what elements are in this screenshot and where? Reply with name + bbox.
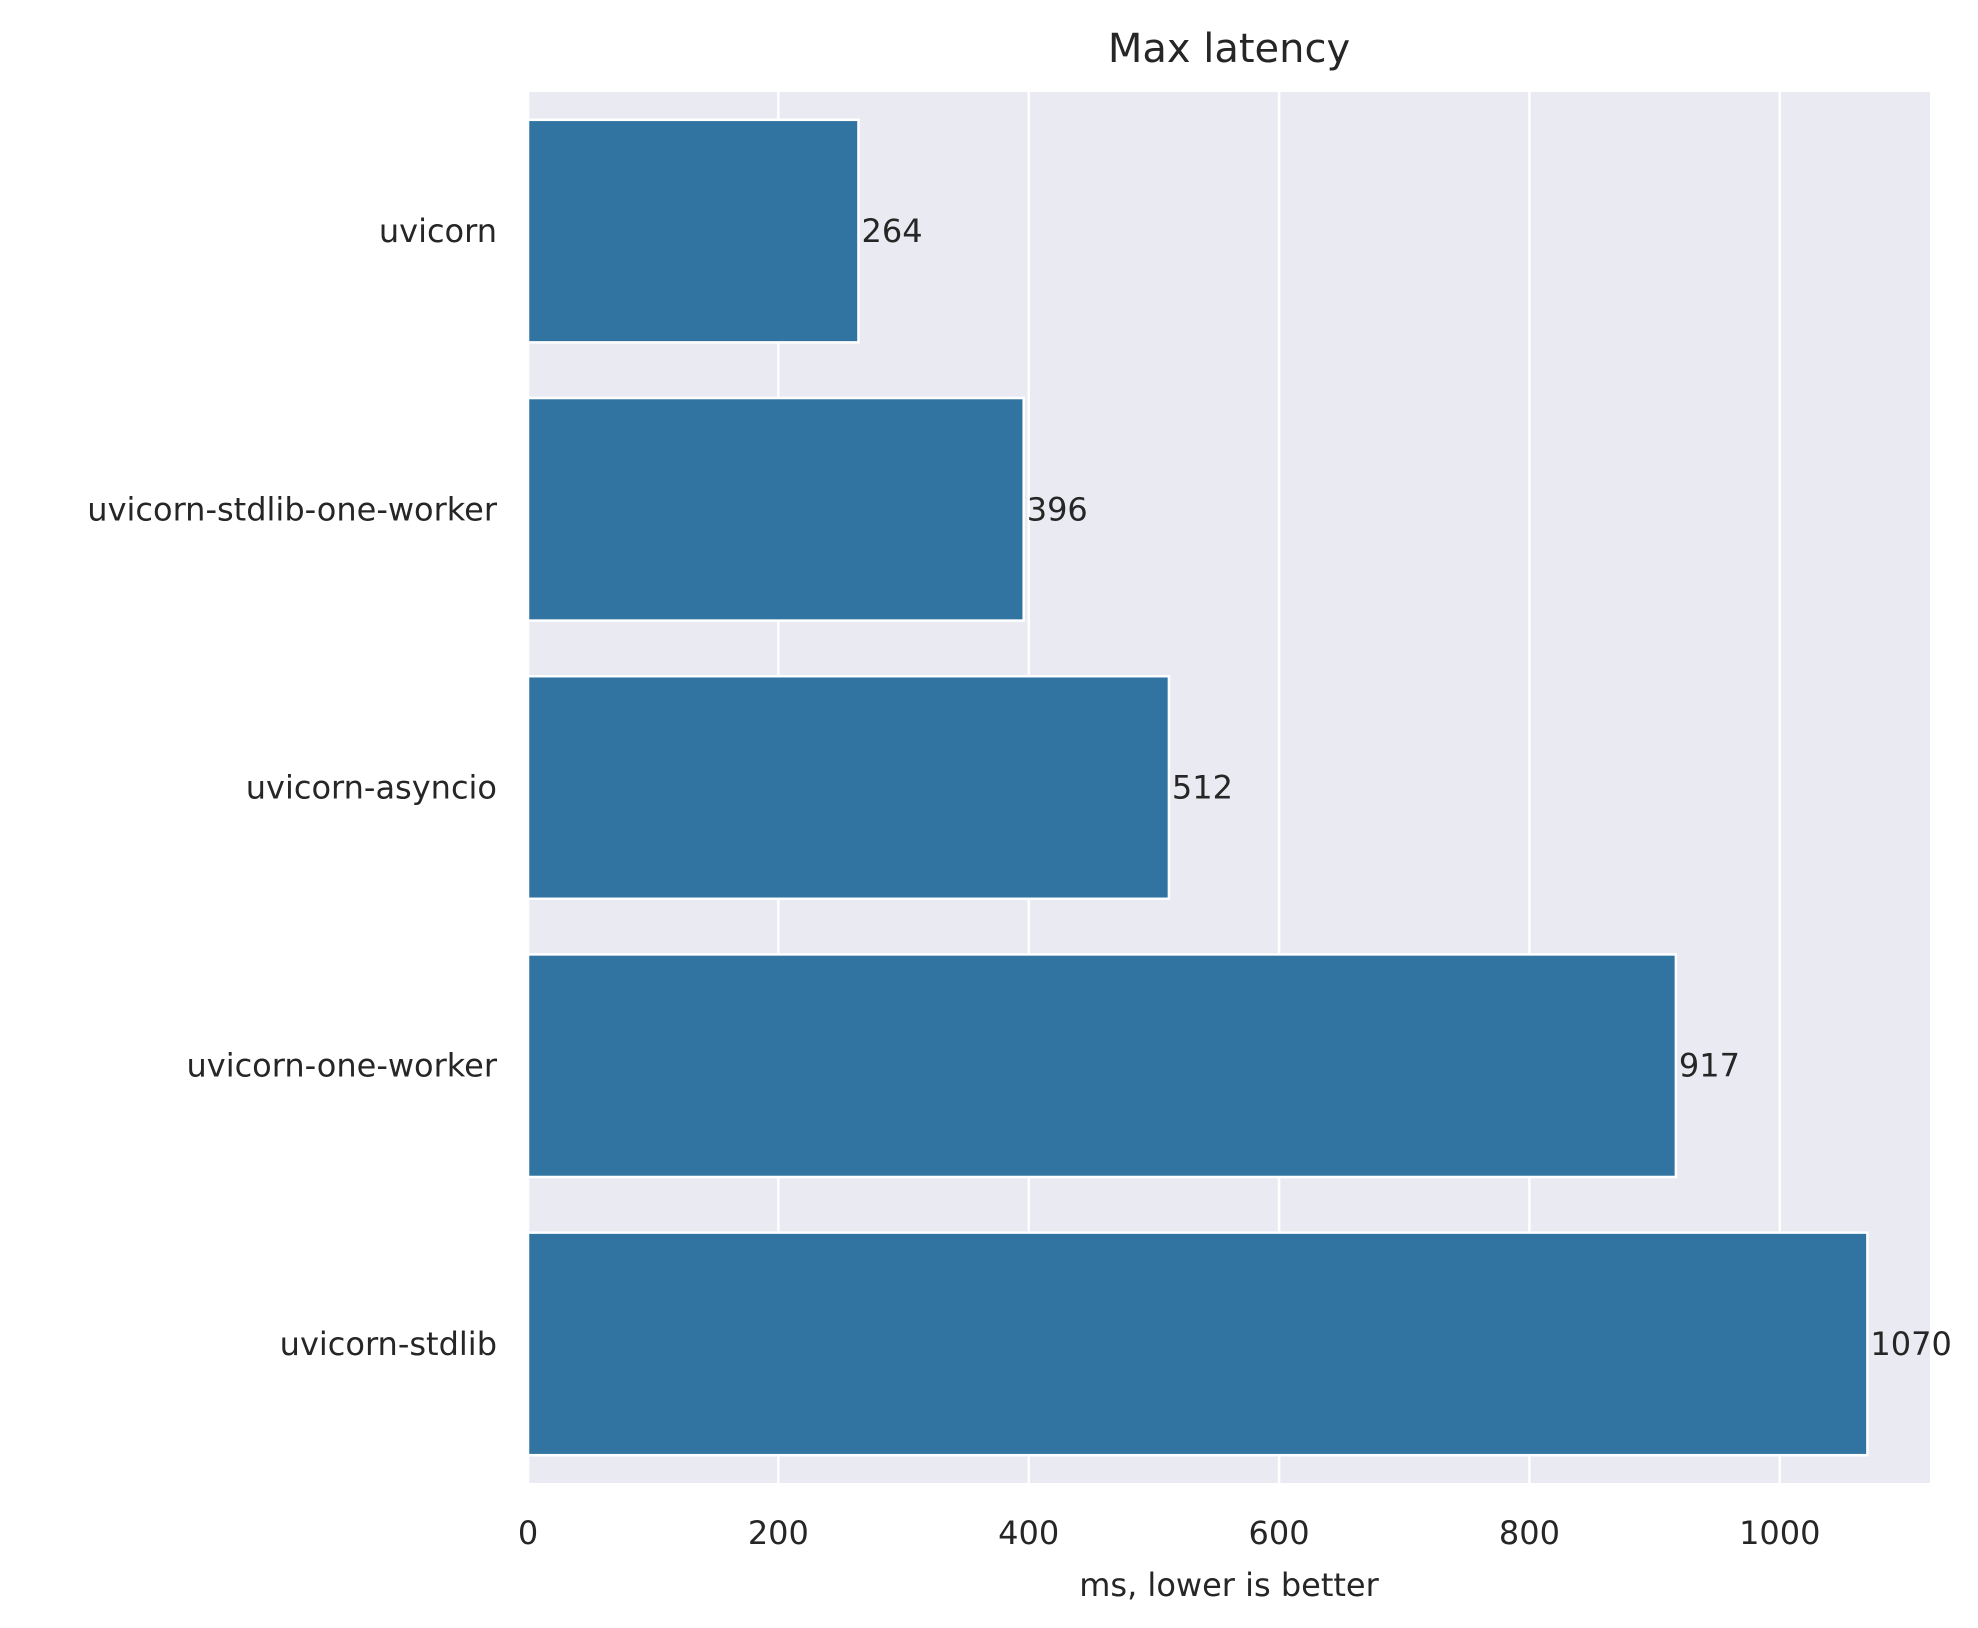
bars bbox=[526, 118, 1869, 1457]
x-tick-label: 200 bbox=[748, 1514, 809, 1552]
chart-title: Max latency bbox=[1108, 26, 1350, 72]
bar-value-label: 264 bbox=[861, 212, 922, 250]
bar-value-label: 512 bbox=[1172, 769, 1233, 807]
x-tick-label: 0 bbox=[518, 1514, 538, 1552]
bar bbox=[526, 118, 860, 344]
bar-value-label: 1070 bbox=[1870, 1325, 1951, 1363]
y-tick-label: uvicorn bbox=[379, 212, 497, 250]
x-tick-labels: 0 200 400 600 800 1000 bbox=[518, 1514, 1821, 1552]
value-labels: 264 396 512 917 1070 bbox=[861, 212, 1951, 1363]
bar bbox=[526, 674, 1171, 901]
bar bbox=[526, 953, 1678, 1179]
x-axis-label: ms, lower is better bbox=[1079, 1566, 1379, 1604]
y-tick-label: uvicorn-stdlib-one-worker bbox=[87, 490, 498, 528]
bar-value-label: 396 bbox=[1027, 490, 1088, 528]
x-tick-label: 600 bbox=[1249, 1514, 1310, 1552]
y-tick-label: uvicorn-stdlib bbox=[280, 1325, 497, 1363]
bar bbox=[526, 396, 1025, 622]
y-tick-label: uvicorn-asyncio bbox=[246, 769, 497, 807]
y-tick-label: uvicorn-one-worker bbox=[186, 1047, 497, 1085]
y-tick-labels: uvicorn uvicorn-stdlib-one-worker uvicorn-… bbox=[87, 212, 498, 1363]
x-tick-label: 1000 bbox=[1739, 1514, 1820, 1552]
bar-value-label: 917 bbox=[1679, 1047, 1740, 1085]
bar bbox=[526, 1231, 1869, 1457]
x-tick-label: 800 bbox=[1499, 1514, 1560, 1552]
x-tick-label: 400 bbox=[998, 1514, 1059, 1552]
